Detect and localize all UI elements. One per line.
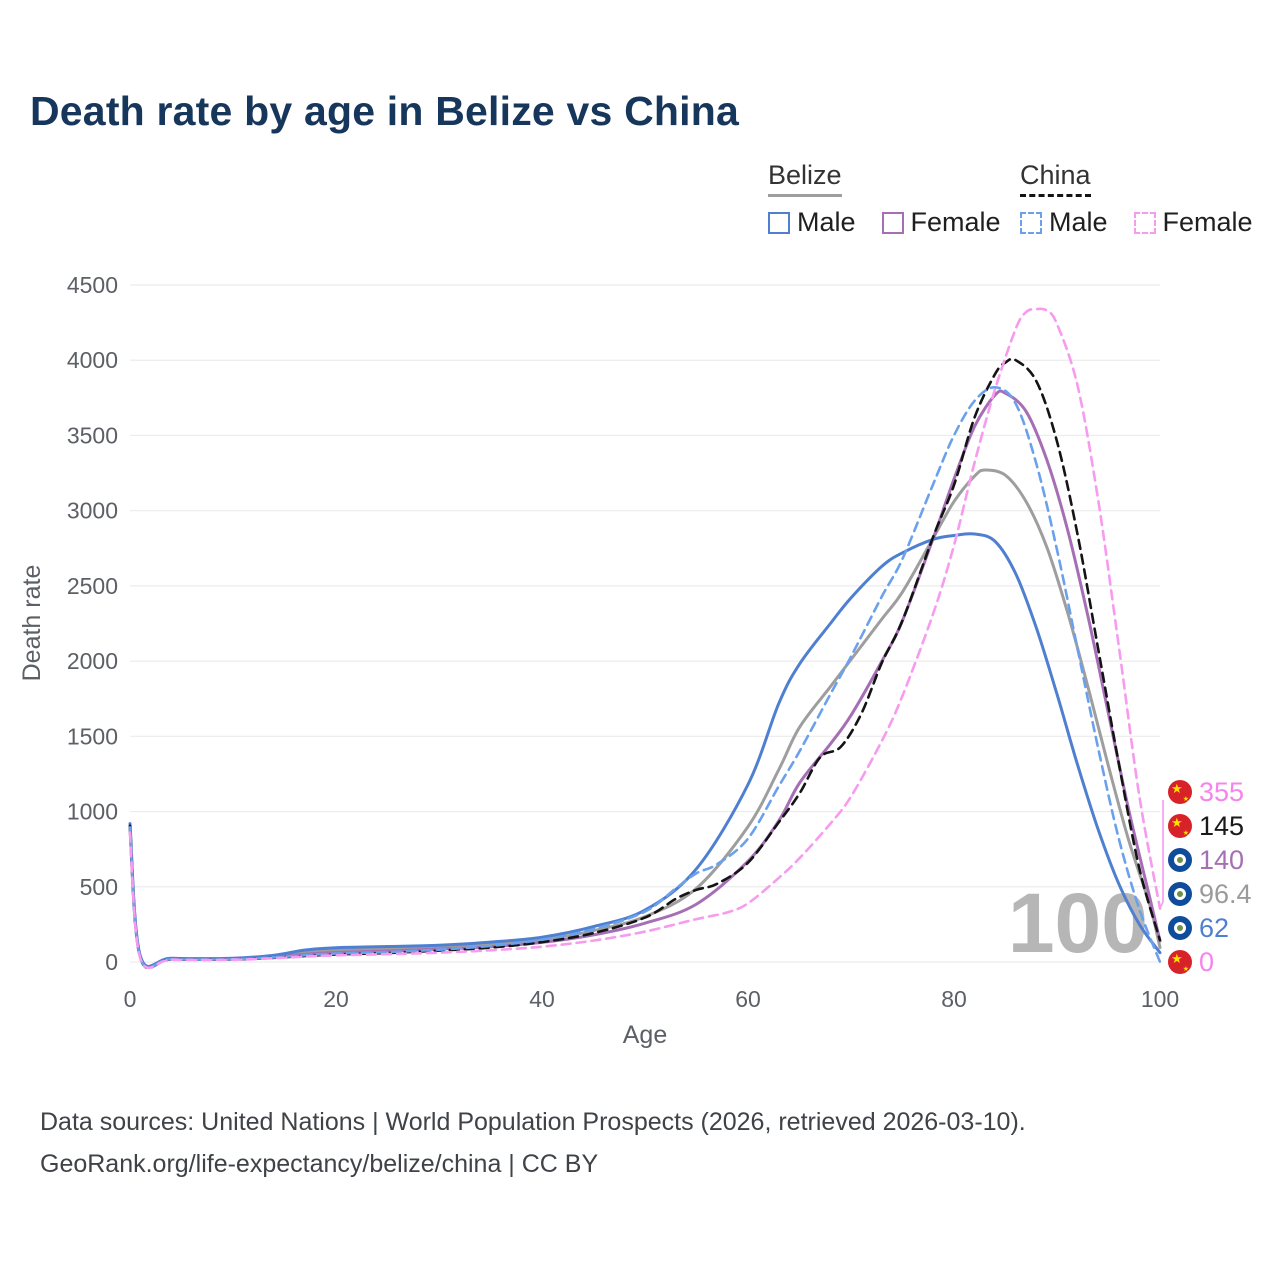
y-tick-label: 4000 [67, 347, 118, 373]
x-tick-label: 0 [124, 986, 137, 1012]
legend-group-china: China Male Female [1020, 160, 1253, 238]
attribution-text: GeoRank.org/life-expectancy/belize/china… [40, 1150, 599, 1178]
series-line-china [128, 357, 1162, 970]
data-sources-text: Data sources: United Nations | World Pop… [40, 1108, 1026, 1136]
legend-item-china-female[interactable]: Female [1133, 207, 1253, 238]
y-tick-label: 2500 [67, 573, 118, 599]
page-title: Death rate by age in Belize vs China [30, 88, 739, 134]
x-tick-label: 100 [1141, 986, 1179, 1012]
y-tick-label: 500 [80, 874, 118, 900]
legend: Belize Male Female China Male Female [0, 160, 1280, 255]
belize-female-swatch-icon [881, 211, 904, 234]
legend-items-belize: Male Female [768, 207, 1001, 238]
series-line-belize-male [128, 532, 1162, 968]
legend-group-belize: Belize Male Female [768, 160, 1001, 238]
china-male-swatch-icon [1020, 211, 1042, 234]
legend-item-label: Male [1049, 207, 1108, 237]
y-tick-label: 0 [105, 949, 118, 975]
legend-item-belize-female[interactable]: Female [881, 207, 1001, 238]
legend-group-label-china: China [1020, 160, 1091, 197]
y-tick-label: 3500 [67, 422, 118, 448]
legend-item-label: Female [910, 207, 1001, 237]
chart-svg: 0 500 1000 1500 2000 2500 3000 3500 4000 4500 0 20 4… [18, 272, 1179, 1049]
watermark-age-counter: 100 [1008, 876, 1148, 970]
legend-items-china: Male Female [1020, 207, 1253, 238]
legend-item-china-male[interactable]: Male [1020, 207, 1108, 238]
series-line-belize-female [128, 389, 1162, 969]
x-axis-title: Age [623, 1021, 667, 1049]
y-tick-label: 4500 [67, 272, 118, 298]
y-tick-label: 1000 [67, 799, 118, 825]
x-tick-label: 40 [529, 986, 555, 1012]
legend-item-label: Female [1162, 207, 1253, 237]
legend-group-label-belize: Belize [768, 160, 842, 197]
x-tick-label: 80 [941, 986, 967, 1012]
chart: 0 500 1000 1500 2000 2500 3000 3500 4000 4500 0 20 4… [0, 260, 1280, 1060]
series-line-belize [128, 468, 1162, 969]
y-tick-label: 3000 [67, 498, 118, 524]
y-axis-title: Death rate [18, 565, 46, 682]
china-female-swatch-icon [1133, 211, 1156, 234]
y-tick-label: 2000 [67, 648, 118, 674]
legend-item-belize-male[interactable]: Male [768, 207, 856, 238]
legend-item-label: Male [797, 207, 856, 237]
end-label-leader-line [1159, 800, 1164, 909]
x-tick-label: 20 [323, 986, 349, 1012]
belize-male-swatch-icon [768, 211, 790, 234]
x-tick-label: 60 [735, 986, 761, 1012]
series-line-china-female [128, 307, 1162, 970]
series-line-china-male [128, 385, 1162, 969]
y-tick-label: 1500 [67, 723, 118, 749]
